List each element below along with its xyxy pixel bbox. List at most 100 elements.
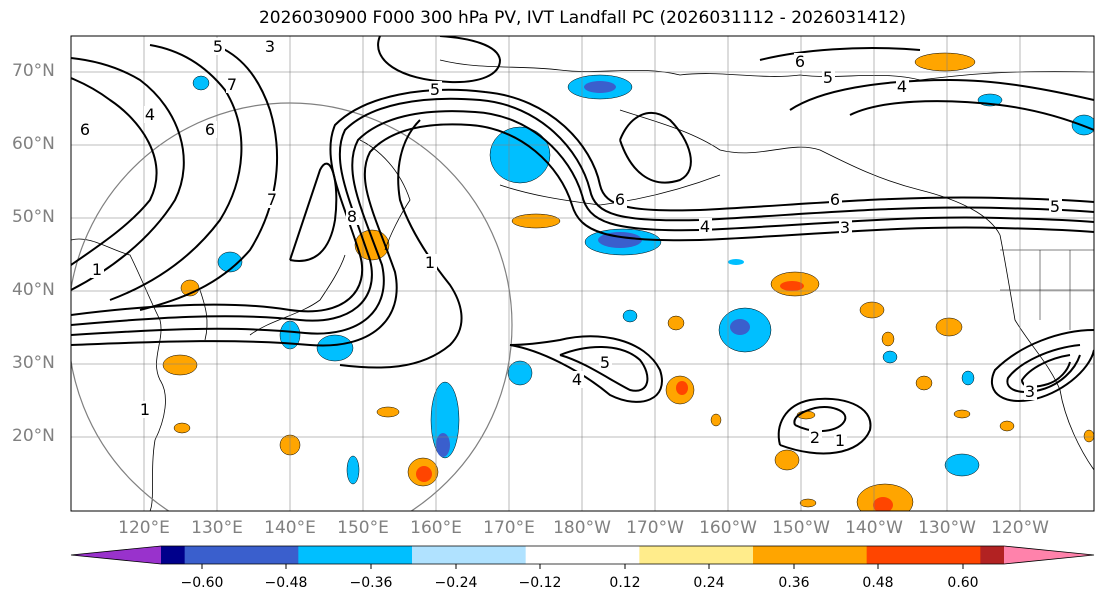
contour-label-bg	[266, 191, 279, 208]
contour-label: 1	[92, 260, 102, 279]
contour-label: 5	[823, 68, 833, 87]
pv-contour	[509, 335, 663, 403]
shade-pos	[667, 315, 685, 331]
colorbar-tick-label: 0.36	[778, 575, 810, 591]
colorbar-segment	[753, 546, 868, 564]
contour-label-bg	[896, 78, 909, 95]
contour-label-bg	[829, 191, 842, 208]
contour-label-bg	[614, 191, 627, 208]
shade-pos	[376, 406, 400, 418]
lon-label: 150°E	[337, 518, 389, 538]
lat-label: 60°N	[12, 134, 55, 154]
pv-contour	[793, 406, 847, 432]
contour-label-bg	[424, 254, 437, 271]
state-borders	[1000, 249, 1094, 330]
contour-label: 6	[830, 190, 840, 209]
shade-neg	[622, 309, 638, 323]
pv-contour	[559, 346, 649, 392]
shade-pos-core	[676, 381, 688, 395]
map-title: 2026030900 F000 300 hPa PV, IVT Landfall…	[258, 8, 906, 28]
contour-label-bg	[79, 121, 92, 138]
contour-label: 3	[1025, 382, 1035, 401]
lat-label: 50°N	[12, 207, 55, 227]
range-circle	[71, 102, 513, 511]
colorbar-tick-label: −0.60	[180, 575, 224, 591]
colorbar-tick-label: −0.12	[518, 575, 562, 591]
shade-neg-core	[730, 319, 750, 335]
colorbar-tick-label: 0.60	[947, 575, 979, 591]
contour-label: 1	[140, 400, 150, 419]
shade-neg-core	[584, 81, 616, 93]
lon-label: 120°E	[118, 518, 170, 538]
contour-label-bg	[204, 121, 217, 138]
lon-label: 130°E	[191, 518, 243, 538]
shade-pos	[914, 52, 976, 72]
shade-pos	[859, 301, 885, 319]
contour-label-bg	[1049, 198, 1062, 215]
pv-contour	[990, 329, 1094, 402]
coastline-japan	[249, 254, 346, 336]
pv-contour	[759, 47, 921, 61]
shade-pos	[915, 375, 933, 391]
shade-neg-core	[436, 433, 450, 457]
shade-pos	[162, 354, 198, 376]
ivt-shading-layer	[162, 52, 1094, 511]
contour-label-bg	[822, 69, 835, 86]
contour-label-bg	[212, 38, 225, 55]
pv-contour	[109, 44, 243, 301]
lat-label: 40°N	[12, 280, 55, 300]
shade-pos-core	[416, 466, 432, 482]
shade-pos	[935, 317, 963, 337]
shade-pos	[511, 213, 561, 229]
colorbar-segment	[184, 546, 299, 564]
contour-label: 5	[600, 353, 610, 372]
shade-pos-core	[873, 497, 893, 511]
contour-label: 8	[347, 207, 357, 226]
pv-contour	[71, 97, 1094, 326]
pv-contour	[71, 110, 1094, 336]
contour-label: 7	[227, 75, 237, 94]
colorbar	[70, 545, 1095, 569]
pv-contour	[849, 100, 1094, 131]
colorbar-tick-label: −0.36	[349, 575, 393, 591]
colorbar-tick-label: 0.24	[693, 575, 725, 591]
contour-label: 3	[840, 218, 850, 237]
pv-contour	[789, 78, 1094, 111]
shade-pos	[173, 422, 191, 434]
contour-label: 2	[810, 428, 820, 447]
contour-label-bg	[346, 208, 359, 225]
contour-label-bg	[139, 401, 152, 418]
shade-neg	[961, 370, 975, 386]
lon-label: 160°E	[410, 518, 462, 538]
shade-neg	[489, 126, 551, 184]
colorbar-segment	[161, 546, 186, 564]
contour-label: 1	[425, 253, 435, 272]
pv-contour	[777, 397, 872, 455]
pv-contour	[339, 119, 463, 369]
shade-neg	[217, 251, 243, 273]
colorbar-extend-min	[71, 546, 161, 564]
shade-pos-core	[780, 281, 804, 291]
pv-contour	[289, 162, 338, 262]
lat-label: 20°N	[12, 426, 55, 446]
contour-label: 6	[80, 120, 90, 139]
pv-contour	[71, 88, 1094, 316]
shade-pos	[774, 449, 800, 471]
lon-label: 120°W	[991, 518, 1049, 538]
contour-label-bg	[91, 261, 104, 278]
contour-label-bg	[1024, 383, 1037, 400]
contour-label: 6	[205, 120, 215, 139]
shade-neg	[507, 360, 533, 386]
colorbar-segment	[525, 546, 640, 564]
colorbar-tick-label: 0.48	[862, 575, 894, 591]
colorbar-segment	[866, 546, 981, 564]
pv-contour	[71, 123, 1094, 347]
contour-label: 1	[835, 431, 845, 450]
contour-label: 5	[213, 37, 223, 56]
lon-label: 140°E	[264, 518, 316, 538]
colorbar-tick-label: −0.24	[434, 575, 478, 591]
contour-label-bg	[226, 76, 239, 93]
colorbar-segment	[298, 546, 413, 564]
